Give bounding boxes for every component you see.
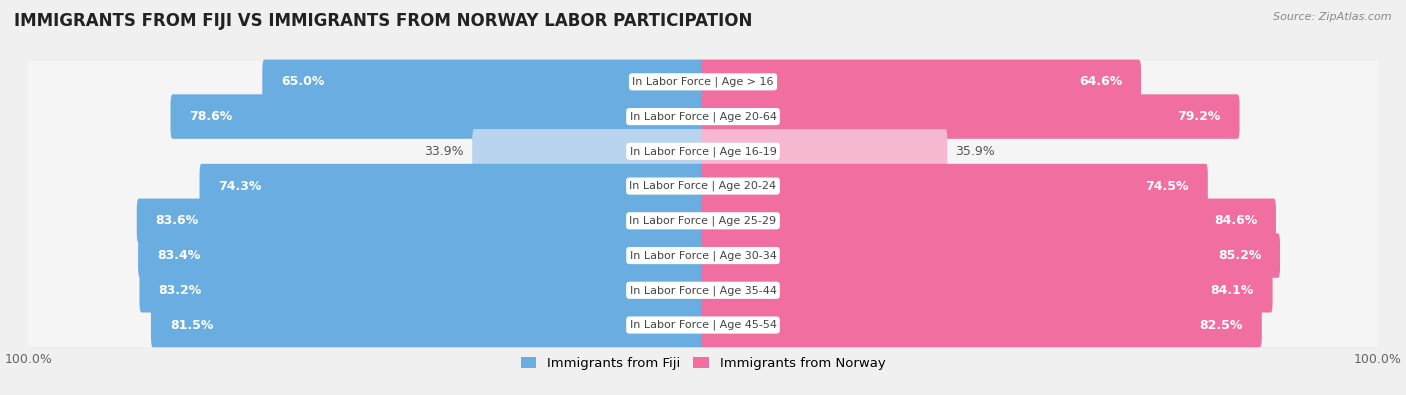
Text: Source: ZipAtlas.com: Source: ZipAtlas.com — [1274, 12, 1392, 22]
Text: 83.6%: 83.6% — [156, 214, 198, 227]
Text: 83.4%: 83.4% — [157, 249, 200, 262]
Text: 74.3%: 74.3% — [218, 180, 262, 192]
FancyBboxPatch shape — [27, 60, 1379, 104]
Text: 78.6%: 78.6% — [190, 110, 232, 123]
FancyBboxPatch shape — [702, 164, 1208, 208]
FancyBboxPatch shape — [27, 231, 1379, 280]
Text: IMMIGRANTS FROM FIJI VS IMMIGRANTS FROM NORWAY LABOR PARTICIPATION: IMMIGRANTS FROM FIJI VS IMMIGRANTS FROM … — [14, 12, 752, 30]
FancyBboxPatch shape — [263, 60, 704, 104]
Legend: Immigrants from Fiji, Immigrants from Norway: Immigrants from Fiji, Immigrants from No… — [515, 352, 891, 376]
Text: 35.9%: 35.9% — [956, 145, 995, 158]
Text: 33.9%: 33.9% — [425, 145, 464, 158]
Text: In Labor Force | Age 45-54: In Labor Force | Age 45-54 — [630, 320, 776, 330]
Text: 65.0%: 65.0% — [281, 75, 325, 88]
FancyBboxPatch shape — [139, 268, 704, 312]
Text: 85.2%: 85.2% — [1218, 249, 1261, 262]
FancyBboxPatch shape — [27, 233, 1379, 278]
FancyBboxPatch shape — [136, 199, 704, 243]
FancyBboxPatch shape — [702, 199, 1277, 243]
FancyBboxPatch shape — [702, 94, 1240, 139]
Text: 81.5%: 81.5% — [170, 318, 214, 331]
Text: 84.6%: 84.6% — [1213, 214, 1257, 227]
Text: In Labor Force | Age 30-34: In Labor Force | Age 30-34 — [630, 250, 776, 261]
Text: In Labor Force | Age > 16: In Labor Force | Age > 16 — [633, 77, 773, 87]
FancyBboxPatch shape — [200, 164, 704, 208]
FancyBboxPatch shape — [27, 265, 1379, 315]
FancyBboxPatch shape — [27, 57, 1379, 107]
FancyBboxPatch shape — [27, 303, 1379, 347]
FancyBboxPatch shape — [138, 233, 704, 278]
FancyBboxPatch shape — [27, 300, 1379, 350]
FancyBboxPatch shape — [150, 303, 704, 347]
FancyBboxPatch shape — [27, 94, 1379, 139]
FancyBboxPatch shape — [702, 233, 1279, 278]
FancyBboxPatch shape — [472, 129, 704, 173]
FancyBboxPatch shape — [27, 196, 1379, 245]
Text: 64.6%: 64.6% — [1078, 75, 1122, 88]
Text: 83.2%: 83.2% — [159, 284, 201, 297]
FancyBboxPatch shape — [170, 94, 704, 139]
FancyBboxPatch shape — [27, 199, 1379, 243]
FancyBboxPatch shape — [27, 164, 1379, 208]
Text: 82.5%: 82.5% — [1199, 318, 1243, 331]
FancyBboxPatch shape — [27, 268, 1379, 312]
FancyBboxPatch shape — [702, 129, 948, 173]
Text: 84.1%: 84.1% — [1211, 284, 1254, 297]
FancyBboxPatch shape — [27, 129, 1379, 173]
Text: In Labor Force | Age 20-64: In Labor Force | Age 20-64 — [630, 111, 776, 122]
FancyBboxPatch shape — [702, 60, 1142, 104]
FancyBboxPatch shape — [27, 162, 1379, 211]
Text: 74.5%: 74.5% — [1146, 180, 1189, 192]
Text: In Labor Force | Age 16-19: In Labor Force | Age 16-19 — [630, 146, 776, 156]
Text: 79.2%: 79.2% — [1177, 110, 1220, 123]
Text: In Labor Force | Age 25-29: In Labor Force | Age 25-29 — [630, 216, 776, 226]
FancyBboxPatch shape — [27, 127, 1379, 176]
FancyBboxPatch shape — [702, 268, 1272, 312]
FancyBboxPatch shape — [702, 303, 1261, 347]
FancyBboxPatch shape — [27, 92, 1379, 141]
Text: In Labor Force | Age 20-24: In Labor Force | Age 20-24 — [630, 181, 776, 191]
Text: In Labor Force | Age 35-44: In Labor Force | Age 35-44 — [630, 285, 776, 295]
